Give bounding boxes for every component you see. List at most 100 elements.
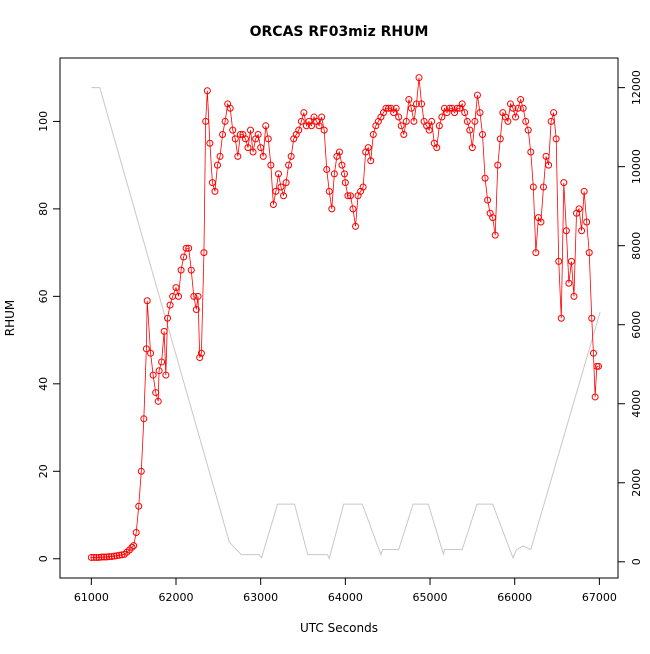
rhum-point — [100, 553, 108, 561]
rhum-point — [364, 144, 372, 152]
rhum-point — [335, 148, 343, 156]
rhum-point — [509, 104, 517, 112]
rhum-point — [542, 152, 550, 160]
x-tick-label: 62000 — [159, 591, 194, 604]
rhum-point — [231, 135, 239, 143]
rhum-point — [247, 126, 255, 134]
rhum-point — [103, 553, 111, 561]
rhum-point — [95, 553, 103, 561]
rhum-point — [491, 231, 499, 239]
rhum-point — [287, 152, 295, 160]
rhum-point — [522, 117, 530, 125]
rhum-point — [402, 117, 410, 125]
rhum-point — [194, 292, 202, 300]
rhum-point — [504, 117, 512, 125]
rhum-point — [496, 135, 504, 143]
rhum-point — [341, 179, 349, 187]
rhum-point — [318, 113, 326, 121]
rhum-point — [274, 170, 282, 178]
rhum-point — [140, 415, 148, 423]
x-tick-label: 63000 — [243, 591, 278, 604]
rhum-point — [241, 135, 249, 143]
rhum-point — [187, 266, 195, 274]
rhum-point — [164, 314, 172, 322]
rhum-point — [147, 349, 155, 357]
rhum-point — [512, 113, 520, 121]
rhum-point — [438, 113, 446, 121]
x-tick-label: 67000 — [582, 591, 617, 604]
rhum-point — [397, 122, 405, 130]
rhum-point — [479, 131, 487, 139]
rhum-point — [158, 358, 166, 366]
rhum-point — [196, 354, 204, 362]
rhum-point — [87, 553, 95, 561]
rhum-point — [519, 104, 527, 112]
rhum-point — [565, 279, 573, 287]
rhum-point — [567, 257, 575, 265]
x-tick-label: 64000 — [328, 591, 363, 604]
rhum-point — [97, 553, 105, 561]
rhum-point — [135, 502, 143, 510]
rhum-point — [115, 551, 123, 559]
rhum-point — [108, 553, 116, 561]
rhum-point — [152, 389, 160, 397]
rhum-point — [514, 104, 522, 112]
rhum-point — [137, 467, 145, 475]
rhum-point — [216, 152, 224, 160]
rhum-point — [547, 117, 555, 125]
rhum-point — [529, 183, 537, 191]
rhum-point — [285, 161, 293, 169]
rhum-point — [385, 104, 393, 112]
y-tick-label: 0 — [37, 555, 50, 562]
chart-title: ORCAS RF03miz RHUM — [250, 24, 429, 40]
rhum-point — [315, 122, 323, 130]
rhum-line — [91, 77, 599, 558]
rhum-point — [532, 249, 540, 257]
rhum-point — [552, 135, 560, 143]
rhum-point — [257, 144, 265, 152]
rhum-point — [418, 100, 426, 108]
y-tick-label: 60 — [37, 289, 50, 303]
rhum-point — [481, 174, 489, 182]
rhum-point — [254, 131, 262, 139]
rhum-point — [338, 161, 346, 169]
rhum-point — [282, 179, 290, 187]
rhum-point — [524, 126, 532, 134]
rhum-point — [206, 139, 214, 147]
rhum-point — [203, 87, 211, 95]
y2-tick-label: 10000 — [630, 149, 643, 184]
y-tick-label: 80 — [37, 202, 50, 216]
rhum-point — [185, 244, 193, 252]
rhum-point — [280, 192, 288, 200]
rhum-point — [160, 327, 168, 335]
rhum-point — [458, 100, 466, 108]
rhum-point — [578, 227, 586, 235]
rhum-point — [435, 122, 443, 130]
rhum-point — [264, 135, 272, 143]
rhum-point — [585, 249, 593, 257]
rhum-point — [468, 144, 476, 152]
rhum-point — [494, 161, 502, 169]
rhum-point — [272, 187, 280, 195]
rhum-point — [320, 126, 328, 134]
rhum-point — [219, 131, 227, 139]
rhum-point — [539, 183, 547, 191]
rhum-point — [562, 227, 570, 235]
rhum-point — [130, 542, 138, 550]
rhum-point — [550, 109, 558, 117]
rhum-point — [162, 371, 170, 379]
rhum-point — [517, 96, 525, 104]
secondary-series — [91, 87, 601, 561]
rhum-point — [90, 553, 98, 561]
rhum-point — [595, 362, 603, 370]
rhum-point — [155, 367, 163, 375]
rhum-point — [466, 126, 474, 134]
rhum-point — [177, 266, 185, 274]
rhum-point — [415, 74, 423, 82]
rhum-point — [267, 161, 275, 169]
rhum-point — [405, 96, 413, 104]
rhum-point — [180, 253, 188, 261]
rhum-point — [262, 122, 270, 130]
rhum-point — [588, 314, 596, 322]
rhum-point — [143, 297, 151, 305]
